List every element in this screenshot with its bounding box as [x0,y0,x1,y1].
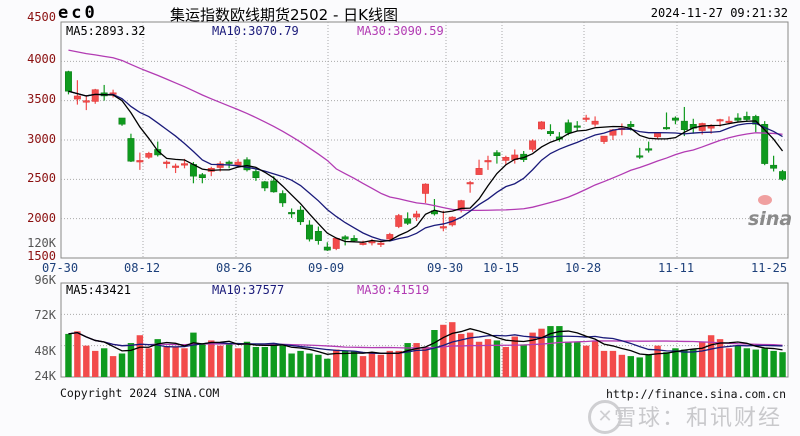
vol-tick-48k: 48K [34,344,56,358]
y-tick-3500: 3500 [27,92,56,106]
y-tick-1500: 1500 [27,249,56,263]
vol-legend-ma10: MA10:37577 [212,283,285,297]
vol-legend-ma30: MA30:41519 [357,283,430,297]
vol-tick-72k: 72K [34,308,56,322]
vol-tick-96k: 96K [34,273,56,287]
x-tick-1111: 11-11 [658,261,695,275]
watermark: 雪球：和讯财经 [613,406,782,431]
y-tick-2500: 2500 [27,171,56,185]
vol-tick-24k: 24K [34,369,56,383]
legend-ma30: MA30:3090.59 [357,24,444,38]
y-tick-4000: 4000 [27,52,56,66]
xueqiu-logo-icon: ✕ [588,400,622,434]
copyright: Copyright 2024 SINA.COM [60,386,220,400]
x-tick-0930: 09-30 [427,261,464,275]
y-tick-2000: 2000 [27,211,56,225]
y-tick-3000: 3000 [27,132,56,146]
timestamp: 2024-11-27 09:21:32 [650,6,788,20]
x-tick-1125: 11-25 [751,261,788,275]
x-tick-0909: 09-09 [308,261,345,275]
sina-logo: sina [748,208,793,230]
x-tick-0812: 08-12 [124,261,161,275]
source-url[interactable]: http://finance.sina.com.cn [605,387,786,401]
symbol-code: ec0 [58,3,98,23]
sina-logo-eye-icon [758,195,772,205]
chart-title: 集运指数欧线期货2502 - 日K线图 [170,6,398,24]
x-tick-1028: 10-28 [565,261,602,275]
x-tick-0730: 07-30 [42,261,79,275]
legend-ma5: MA5:2893.32 [66,24,146,38]
x-tick-0826: 08-26 [216,261,253,275]
y-tick-4500: 4500 [27,10,56,24]
y-extra-120k: 120K [27,236,56,250]
vol-legend-ma5: MA5:43421 [66,283,132,297]
x-tick-1015: 10-15 [483,261,520,275]
legend-ma10: MA10:3070.79 [212,24,299,38]
